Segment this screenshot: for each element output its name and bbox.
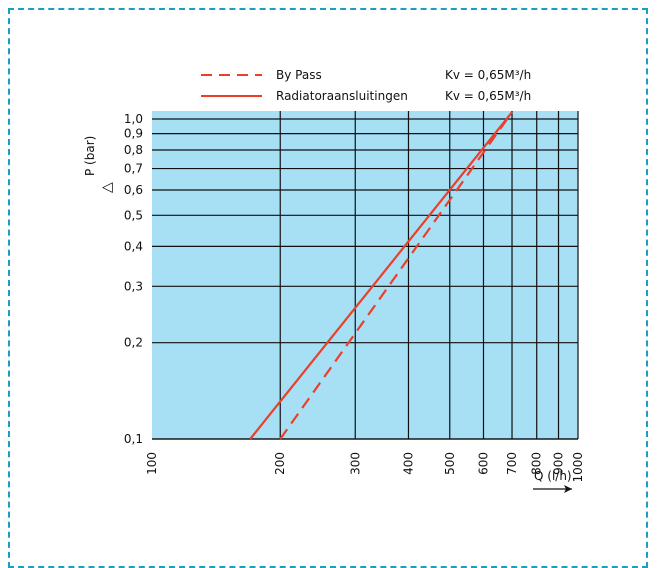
tick-labels: 0,1 0,2 0,3 0,4 0,5 0,6 0,7 0,8 0,91,0 100 200 300 4… [124,112,585,483]
y-tick-label: 0,6 [124,183,143,197]
x-tick-label: 100 [145,452,159,475]
y-tick-label: 1,0 [124,112,143,126]
x-tick-label: 300 [348,452,362,475]
series-line-bypass [279,111,513,440]
y-tick-label: 0,8 [124,143,143,157]
x-axis-arrow-icon [533,485,572,493]
y-tick-label: 0,3 [124,279,143,293]
y-tick-label: 0,1 [124,432,143,446]
series-line-radiator [249,111,513,440]
x-tick-label: 1000 [571,452,585,483]
x-tick-label: 400 [401,452,415,475]
x-tick-label: 500 [443,452,457,475]
x-tick-label: 200 [273,452,287,475]
x-tick-label: 600 [476,452,490,475]
x-axis-label: Q (l/h) [534,469,572,483]
y-axis-label: P (bar) [83,136,97,176]
delta-symbol: △ [99,182,115,193]
x-tick-label: 900 [552,452,566,475]
y-tick-label: 0,9 [124,127,143,141]
legend-kv-bypass: Kv = 0,65M³/h [445,68,531,82]
y-tick-label: 0,5 [124,208,143,222]
y-tick-label: 0,2 [124,336,143,350]
x-tick-label: 800 [530,452,544,475]
legend-label-radiator: Radiatoraansluitingen [276,89,408,103]
legend: By Pass Kv = 0,65M³/h Radiatoraansluitin… [201,68,531,103]
legend-label-bypass: By Pass [276,68,322,82]
chart-svg: 0,1 0,2 0,3 0,4 0,5 0,6 0,7 0,8 0,91,0 100 200 300 4… [83,68,585,493]
legend-kv-radiator: Kv = 0,65M³/h [445,89,531,103]
x-tick-label: 700 [505,452,519,475]
y-tick-label: 0,4 [124,239,143,253]
plot-area [152,111,578,439]
series-layer [249,111,513,440]
y-tick-label: 0,7 [124,162,143,176]
